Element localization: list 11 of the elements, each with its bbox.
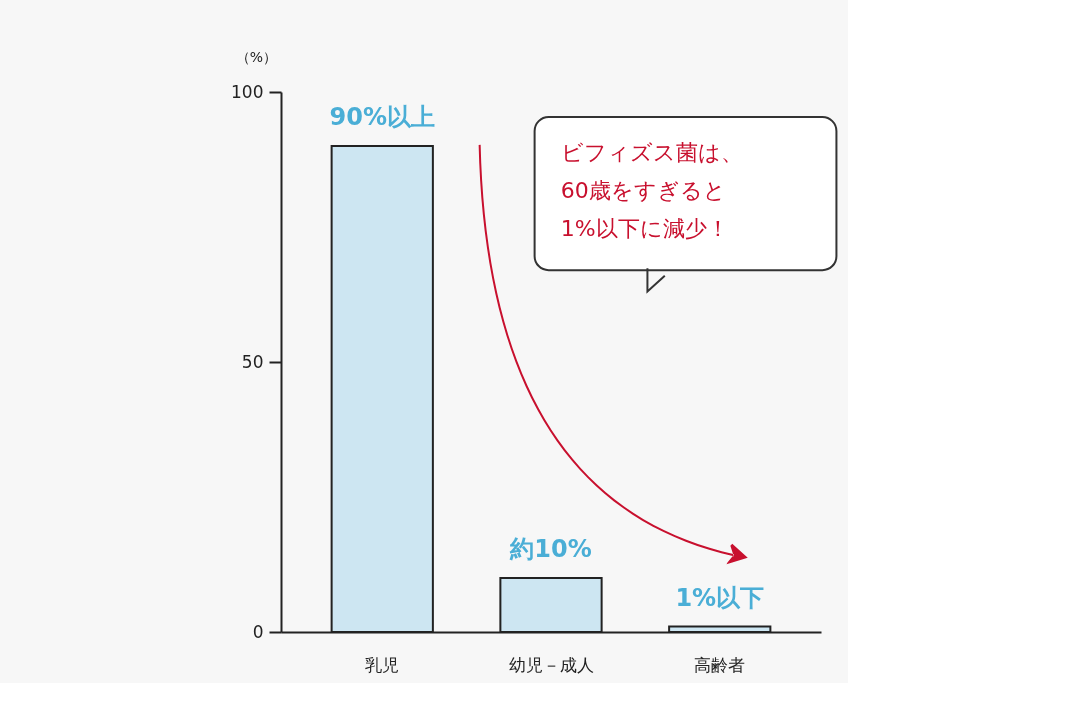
y-axis-title: （%） <box>235 48 278 65</box>
annotation: ビフィズス菌は、 60歳をすぎると 1%以下に減少！ <box>560 140 743 242</box>
y-tick-label: 100 <box>231 81 264 102</box>
data-label: 90%以上 <box>329 103 435 131</box>
data-label: 1%以下 <box>675 583 765 612</box>
y-tick-label: 50 <box>241 351 264 372</box>
x-tick-label: 高齢者 <box>694 654 746 675</box>
data-label: 約10% <box>509 535 592 563</box>
x-tick-label: 乳児 <box>365 654 400 675</box>
x-tick-label: 幼児－成人 <box>508 654 594 675</box>
y-tick-label: 0 <box>252 621 264 642</box>
